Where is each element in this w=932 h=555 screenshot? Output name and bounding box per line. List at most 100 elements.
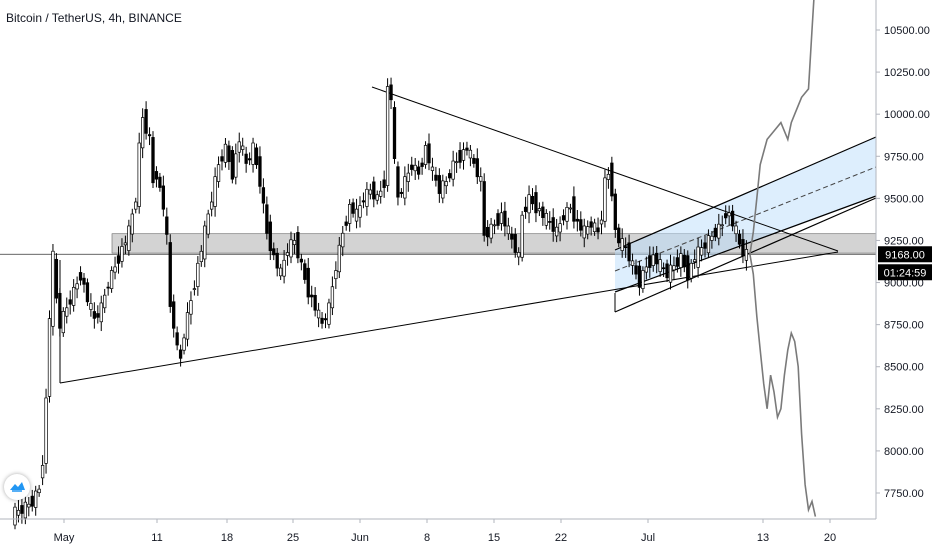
candle-body bbox=[437, 175, 441, 194]
candle-body bbox=[427, 143, 431, 164]
y-tick-label: 10000.00 bbox=[884, 109, 930, 121]
candle-body bbox=[696, 246, 700, 268]
candle-body bbox=[247, 158, 252, 161]
candle-body bbox=[258, 156, 262, 187]
candle-body bbox=[523, 206, 528, 212]
candle-body bbox=[589, 221, 593, 228]
candle-body bbox=[58, 292, 62, 329]
candle-body bbox=[165, 216, 169, 235]
y-tick-label: 10500.00 bbox=[884, 25, 930, 37]
candle-body bbox=[123, 242, 128, 246]
candle-body bbox=[292, 240, 297, 246]
candle-body bbox=[451, 160, 455, 180]
candle-body bbox=[130, 213, 134, 235]
bullish-projection-path bbox=[749, 0, 815, 255]
candle-body bbox=[579, 219, 583, 231]
candle-body bbox=[672, 265, 676, 271]
candle-body bbox=[699, 247, 704, 256]
x-tick-label: 8 bbox=[424, 532, 430, 544]
tradingview-logo-icon[interactable] bbox=[4, 474, 30, 500]
candle-body bbox=[613, 193, 617, 230]
candle-body bbox=[216, 164, 221, 182]
candle-body bbox=[572, 196, 576, 222]
candle-body bbox=[610, 162, 614, 197]
candle-body bbox=[486, 226, 490, 238]
candle-body bbox=[644, 266, 648, 273]
candle-body bbox=[413, 164, 417, 172]
x-tick-label: 13 bbox=[757, 532, 769, 544]
candle-body bbox=[16, 509, 21, 516]
x-tick-label: 18 bbox=[221, 532, 233, 544]
candle-body bbox=[382, 179, 386, 188]
candle-body bbox=[389, 84, 393, 101]
candle-body bbox=[627, 242, 631, 262]
candle-body bbox=[210, 201, 214, 210]
candle-body bbox=[78, 272, 83, 281]
candle-body bbox=[510, 233, 514, 240]
candle-body bbox=[137, 142, 141, 207]
y-tick-label: 9500.00 bbox=[884, 193, 924, 205]
candle-body bbox=[334, 270, 338, 280]
candle-body bbox=[403, 176, 407, 199]
candle-body bbox=[320, 317, 324, 324]
candle-body bbox=[617, 227, 621, 244]
candle-body bbox=[458, 150, 462, 163]
candle-body bbox=[658, 259, 662, 272]
channel-upper-line bbox=[614, 136, 877, 251]
candle-body bbox=[741, 239, 745, 257]
candle-body bbox=[689, 262, 693, 279]
candle-body bbox=[327, 302, 331, 325]
candle-body bbox=[254, 147, 259, 166]
candle-body bbox=[530, 195, 535, 205]
candle-body bbox=[561, 215, 566, 221]
candle-body bbox=[51, 250, 55, 327]
candle-body bbox=[244, 153, 248, 164]
x-tick-label: 15 bbox=[488, 532, 500, 544]
candle-body bbox=[558, 223, 562, 233]
candle-body bbox=[116, 255, 121, 264]
candle-body bbox=[282, 259, 286, 277]
bearish-projection-path bbox=[749, 254, 817, 517]
candle-body bbox=[44, 397, 48, 464]
channel-mid-line bbox=[614, 166, 877, 272]
candle-body bbox=[375, 194, 379, 201]
candle-body bbox=[554, 226, 559, 237]
candle-body bbox=[265, 204, 269, 234]
candle-body bbox=[144, 109, 148, 134]
candle-body bbox=[285, 252, 290, 256]
candle-body bbox=[444, 181, 448, 187]
candle-body bbox=[241, 145, 245, 150]
candle-body bbox=[223, 143, 228, 163]
candle-body bbox=[544, 212, 548, 226]
candle-body bbox=[261, 187, 266, 204]
candle-body bbox=[323, 318, 328, 321]
candle-body bbox=[713, 227, 717, 238]
candle-body bbox=[489, 223, 493, 239]
x-tick-label: May bbox=[54, 532, 75, 544]
candle-body bbox=[682, 254, 686, 268]
x-tick-label: Jun bbox=[351, 532, 369, 544]
price-badge-label: 9168.00 bbox=[885, 249, 925, 261]
candle-body bbox=[316, 309, 321, 319]
candle-body bbox=[230, 150, 235, 180]
candle-body bbox=[71, 286, 76, 306]
candle-body bbox=[85, 282, 90, 303]
candle-body bbox=[341, 232, 345, 248]
candle-body bbox=[503, 210, 507, 227]
candle-body bbox=[420, 162, 424, 167]
candle-body bbox=[268, 221, 272, 252]
candle-body bbox=[506, 225, 510, 235]
candle-body bbox=[661, 267, 666, 270]
candle-body bbox=[182, 337, 186, 351]
candle-body bbox=[637, 265, 642, 288]
candle-body bbox=[534, 192, 538, 214]
candle-body bbox=[537, 208, 542, 212]
y-tick-label: 9000.00 bbox=[884, 278, 924, 290]
candle-body bbox=[737, 233, 742, 245]
candle-body bbox=[141, 117, 145, 149]
candle-body bbox=[151, 137, 155, 184]
y-tick-label: 8250.00 bbox=[884, 404, 924, 416]
candle-body bbox=[99, 302, 103, 323]
